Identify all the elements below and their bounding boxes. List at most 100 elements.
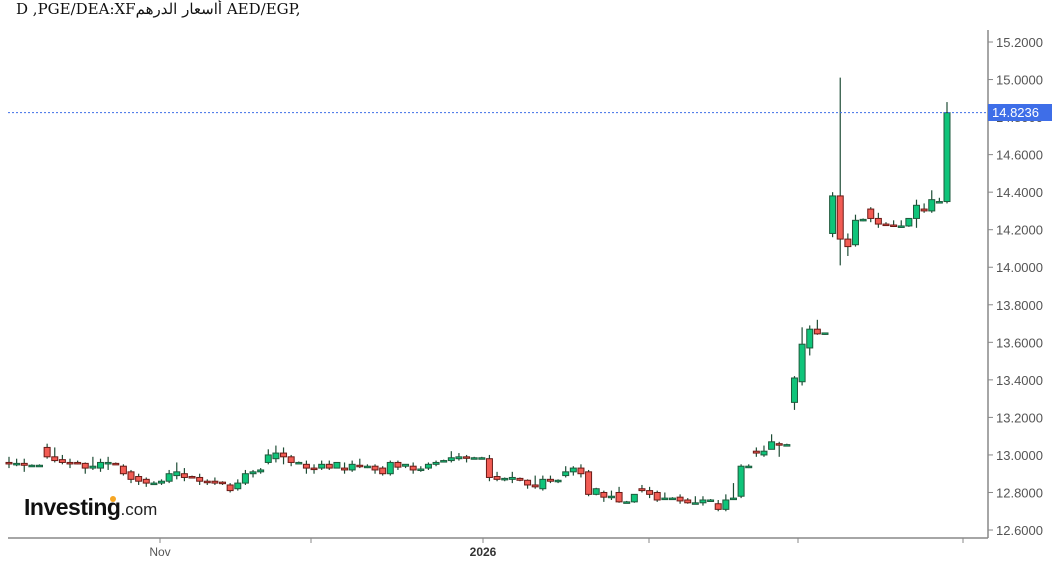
candle[interactable] bbox=[272, 445, 280, 463]
candle[interactable] bbox=[829, 192, 837, 238]
candle[interactable] bbox=[196, 473, 204, 485]
candle[interactable] bbox=[280, 447, 288, 465]
candle[interactable] bbox=[737, 464, 745, 499]
candle[interactable] bbox=[302, 460, 310, 474]
candle[interactable] bbox=[257, 468, 265, 474]
candle[interactable] bbox=[264, 449, 272, 465]
candle[interactable] bbox=[447, 451, 455, 463]
candle[interactable] bbox=[348, 460, 356, 472]
candle[interactable] bbox=[470, 456, 478, 460]
candle[interactable] bbox=[402, 463, 410, 469]
candle[interactable] bbox=[524, 479, 532, 489]
candle[interactable] bbox=[562, 466, 570, 478]
candle[interactable] bbox=[768, 434, 776, 450]
candle[interactable] bbox=[386, 460, 394, 476]
candle[interactable] bbox=[249, 469, 257, 478]
candle[interactable] bbox=[417, 466, 425, 472]
candle[interactable] bbox=[455, 453, 463, 461]
candle[interactable] bbox=[546, 475, 554, 484]
candle[interactable] bbox=[516, 477, 524, 482]
candle[interactable] bbox=[97, 458, 105, 472]
candle[interactable] bbox=[890, 220, 898, 228]
candle[interactable] bbox=[310, 464, 318, 474]
candle[interactable] bbox=[844, 233, 852, 256]
candle[interactable] bbox=[653, 490, 661, 502]
candle[interactable] bbox=[295, 461, 303, 465]
candle[interactable] bbox=[20, 458, 28, 472]
candle[interactable] bbox=[241, 469, 249, 485]
candle[interactable] bbox=[600, 490, 608, 502]
candle[interactable] bbox=[36, 464, 44, 468]
candle[interactable] bbox=[142, 477, 150, 487]
candle[interactable] bbox=[409, 462, 417, 474]
candle[interactable] bbox=[203, 479, 211, 485]
candle[interactable] bbox=[28, 464, 36, 468]
candle[interactable] bbox=[699, 496, 707, 506]
candle[interactable] bbox=[836, 77, 844, 266]
candle[interactable] bbox=[165, 469, 173, 484]
candle[interactable] bbox=[341, 462, 349, 474]
candle[interactable] bbox=[592, 487, 600, 496]
candle[interactable] bbox=[851, 214, 859, 247]
candle[interactable] bbox=[287, 454, 295, 467]
candle[interactable] bbox=[630, 493, 638, 503]
candle[interactable] bbox=[783, 443, 791, 447]
candle[interactable] bbox=[539, 475, 547, 491]
candle[interactable] bbox=[928, 190, 936, 213]
candle[interactable] bbox=[691, 496, 699, 505]
candle[interactable] bbox=[714, 499, 722, 512]
candle[interactable] bbox=[661, 492, 669, 501]
candle[interactable] bbox=[119, 464, 127, 476]
candle[interactable] bbox=[66, 458, 74, 469]
candle[interactable] bbox=[874, 212, 882, 228]
candle[interactable] bbox=[89, 456, 97, 470]
candle[interactable] bbox=[912, 199, 920, 228]
candle[interactable] bbox=[935, 197, 943, 204]
candle[interactable] bbox=[43, 443, 51, 459]
candle[interactable] bbox=[920, 203, 928, 213]
candle[interactable] bbox=[806, 325, 814, 356]
candle[interactable] bbox=[577, 464, 585, 478]
candle[interactable] bbox=[668, 497, 676, 501]
candle[interactable] bbox=[173, 462, 181, 480]
candle[interactable] bbox=[775, 441, 783, 457]
candle[interactable] bbox=[569, 466, 577, 476]
candle[interactable] bbox=[394, 460, 402, 470]
candle[interactable] bbox=[531, 475, 539, 489]
candle[interactable] bbox=[478, 456, 486, 460]
candle[interactable] bbox=[127, 469, 135, 484]
candle[interactable] bbox=[676, 494, 684, 504]
candle[interactable] bbox=[51, 447, 59, 463]
candle[interactable] bbox=[790, 376, 798, 410]
candle[interactable] bbox=[424, 462, 432, 470]
candle[interactable] bbox=[180, 468, 188, 482]
candle[interactable] bbox=[722, 494, 730, 512]
candle[interactable] bbox=[112, 462, 120, 466]
candle[interactable] bbox=[615, 486, 623, 503]
candle[interactable] bbox=[493, 471, 501, 482]
candle[interactable] bbox=[356, 458, 364, 469]
candle[interactable] bbox=[135, 473, 143, 485]
candle[interactable] bbox=[859, 218, 867, 222]
candle[interactable] bbox=[219, 481, 227, 485]
candle[interactable] bbox=[607, 490, 615, 500]
candle[interactable] bbox=[188, 475, 196, 479]
candle[interactable] bbox=[318, 460, 326, 470]
candle[interactable] bbox=[379, 466, 387, 476]
candle[interactable] bbox=[623, 500, 631, 504]
candle[interactable] bbox=[371, 464, 379, 474]
candle[interactable] bbox=[729, 483, 737, 501]
candle[interactable] bbox=[13, 458, 21, 467]
candle[interactable] bbox=[813, 319, 821, 335]
candle[interactable] bbox=[745, 464, 753, 469]
candle[interactable] bbox=[943, 102, 951, 204]
candle[interactable] bbox=[58, 454, 66, 465]
candle[interactable] bbox=[363, 464, 371, 469]
candle[interactable] bbox=[882, 222, 890, 227]
candle[interactable] bbox=[432, 460, 440, 467]
candle[interactable] bbox=[211, 477, 219, 485]
candle[interactable] bbox=[234, 479, 242, 491]
candle[interactable] bbox=[554, 479, 562, 484]
candle[interactable] bbox=[325, 460, 333, 470]
